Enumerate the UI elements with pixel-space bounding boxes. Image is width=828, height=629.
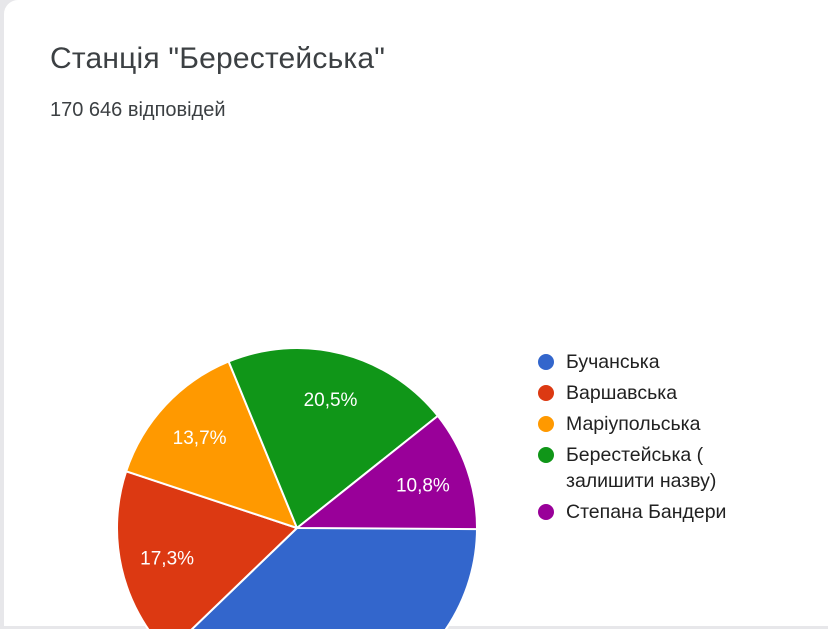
legend-label-4: Степана Бандери [566, 501, 727, 523]
question-title: Станція "Берестейська" [50, 42, 386, 75]
pie-slice-1[interactable] [116, 470, 298, 629]
legend-item-2: Маріупольська [538, 411, 771, 437]
legend-label-0: Бучанська [566, 351, 660, 373]
legend-color-dot-0 [538, 354, 554, 370]
legend-item-3: Берестейська ( залишити назву) [538, 442, 771, 494]
results-card: Станція "Берестейська" 170 646 відповіде… [4, 0, 828, 629]
legend-label-1: Варшавська [566, 382, 678, 404]
slice-percent-label-2: 13,7% [173, 428, 227, 449]
pie-chart-svg: 37,8%17,3%13,7%20,5%10,8% [116, 347, 479, 629]
legend-item-1: Варшавська [538, 380, 771, 406]
pie-slice-0[interactable] [167, 527, 478, 629]
legend-color-dot-1 [538, 385, 554, 401]
slice-percent-label-1: 17,3% [140, 549, 194, 570]
legend-label-2: Маріупольська [566, 413, 701, 435]
pie-slice-4[interactable] [296, 414, 479, 531]
legend-color-dot-4 [538, 504, 554, 520]
slice-percent-label-3: 20,5% [304, 390, 358, 411]
legend-label-3: Берестейська ( залишити назву) [566, 444, 717, 492]
legend-color-dot-2 [538, 416, 554, 432]
legend-color-dot-3 [538, 447, 554, 463]
chart-legend: Бучанська Варшавська Маріупольська Берестей… [538, 349, 771, 525]
slice-percent-label-4: 10,8% [396, 476, 450, 497]
responses-count: 170 646 відповідей [50, 99, 226, 121]
legend-item-4: Степана Бандери [538, 499, 771, 525]
pie-slice-2[interactable] [125, 360, 298, 529]
legend-item-0: Бучанська [538, 349, 771, 375]
pie-chart: 37,8%17,3%13,7%20,5%10,8% БучанськаВарша… [4, 150, 828, 629]
pie-slice-3[interactable] [227, 347, 439, 529]
